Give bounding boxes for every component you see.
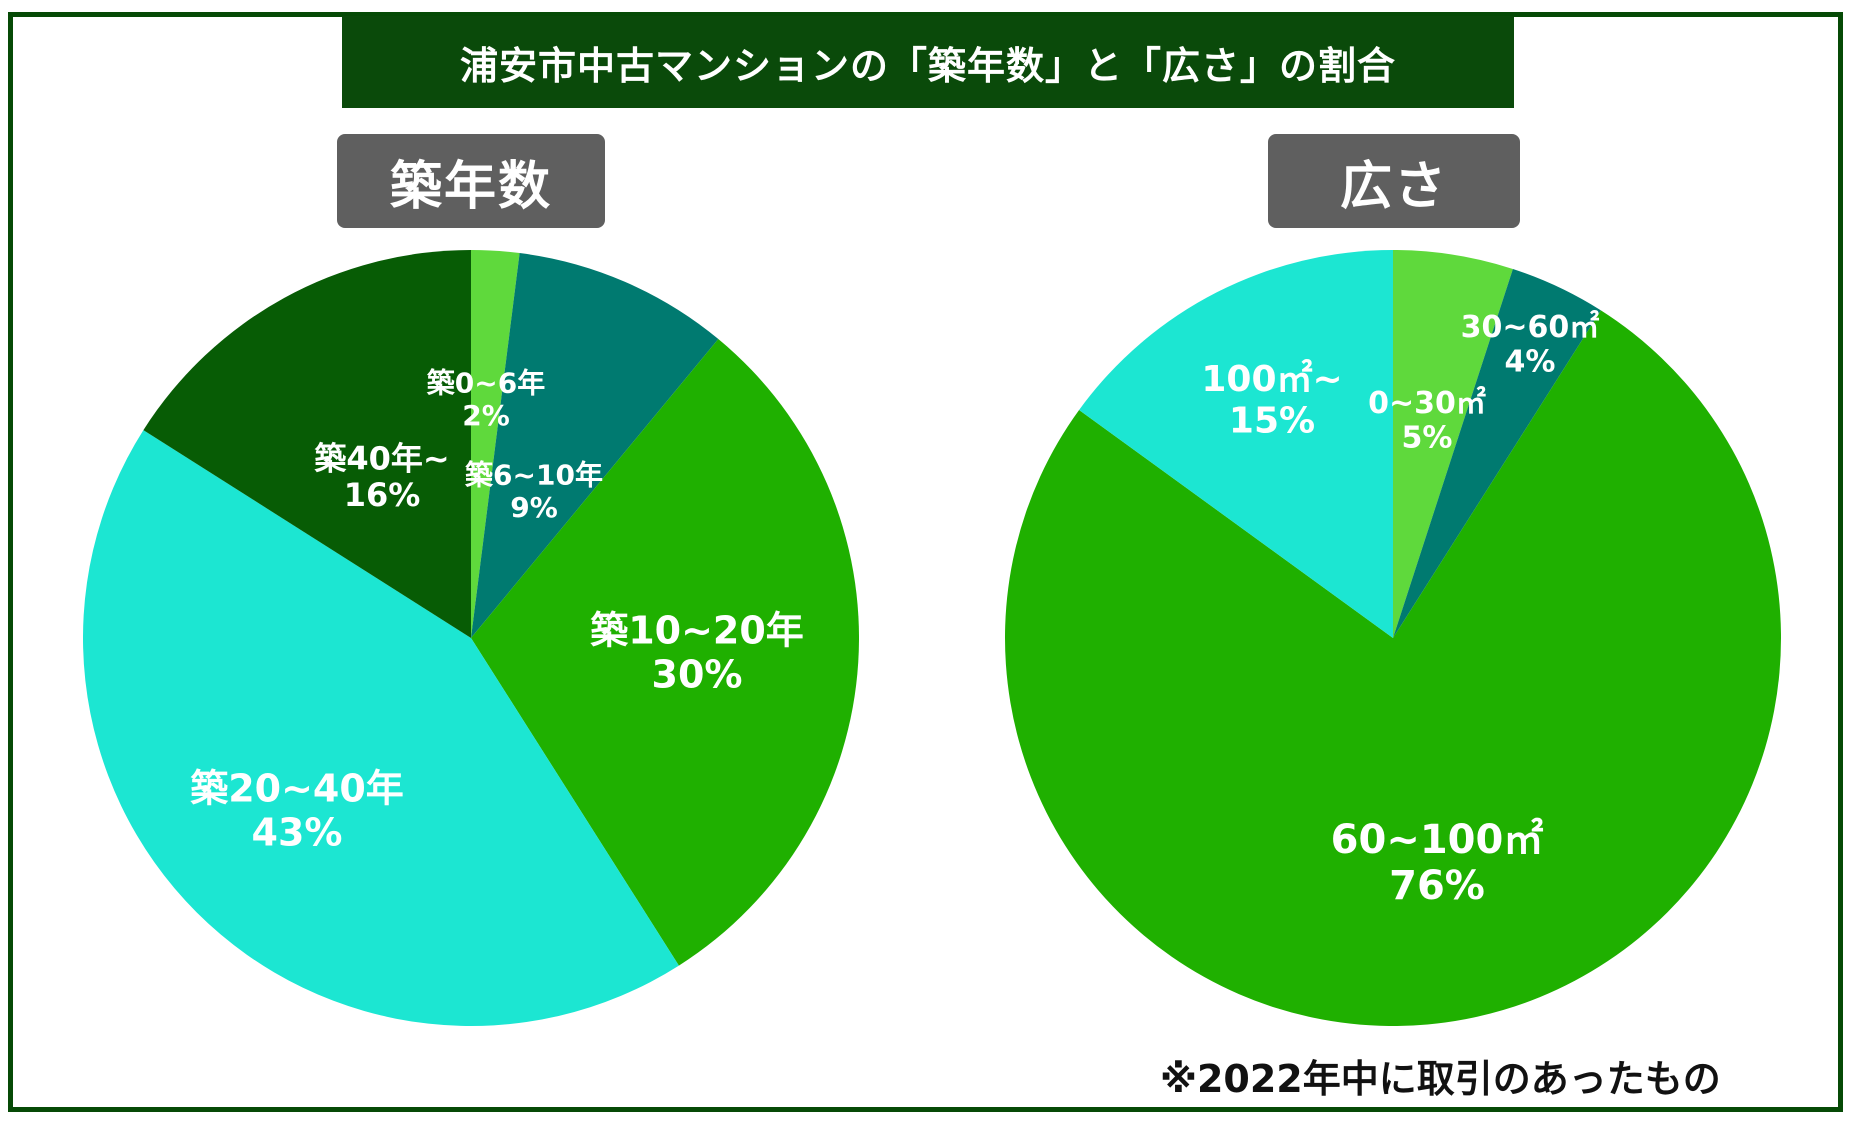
- pie-slice: [143, 250, 472, 638]
- slice-percent-label: 30%: [652, 652, 743, 696]
- pie-slice: [1393, 268, 1601, 638]
- slice-percent-label: 5%: [1402, 421, 1453, 456]
- slice-label: 築0~6年: [426, 367, 545, 400]
- pie-slice: [1004, 310, 1781, 1027]
- outer-frame: [8, 12, 1843, 1112]
- slice-percent-label: 2%: [462, 399, 510, 432]
- slice-percent-label: 4%: [1505, 345, 1556, 380]
- slice-label: 0~30㎡: [1368, 386, 1486, 421]
- footnote: ※2022年中に取引のあったもの: [1160, 1057, 1721, 1101]
- pie-slice: [1079, 250, 1393, 638]
- slice-percent-label: 43%: [252, 810, 343, 854]
- slice-percent-label: 16%: [344, 476, 421, 514]
- pie-slice: [83, 430, 679, 1026]
- pie-slice: [1393, 250, 1513, 638]
- slice-label: 築6~10年: [464, 459, 603, 492]
- slice-label: 100㎡~: [1201, 358, 1342, 400]
- page-title: 浦安市中古マンションの「築年数」と「広さ」の割合: [342, 16, 1514, 108]
- slice-label: 築20~40年: [190, 767, 404, 811]
- slice-label: 30~60㎡: [1461, 310, 1600, 345]
- pie-slice: [471, 339, 859, 966]
- slice-label: 築40年~: [314, 439, 449, 477]
- chart-title-area: 広さ: [1268, 134, 1520, 228]
- chart-title-age: 築年数: [337, 134, 605, 228]
- pie-slice: [471, 250, 520, 638]
- slice-percent-label: 9%: [510, 491, 558, 524]
- slice-percent-label: 15%: [1229, 401, 1315, 442]
- slice-percent-label: 76%: [1389, 863, 1485, 909]
- pie-slice: [471, 253, 719, 638]
- slice-label: 60~100㎡: [1331, 817, 1544, 863]
- slice-label: 築10~20年: [590, 609, 804, 653]
